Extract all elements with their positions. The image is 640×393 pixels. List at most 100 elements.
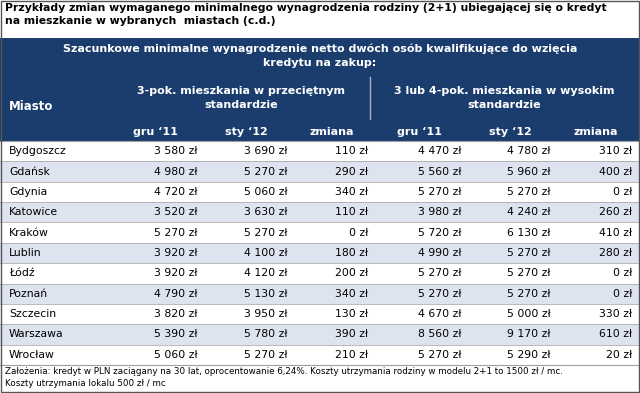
Text: 4 100 zł: 4 100 zł bbox=[244, 248, 287, 258]
Text: 5 270 zł: 5 270 zł bbox=[244, 167, 287, 176]
Text: 4 470 zł: 4 470 zł bbox=[418, 146, 461, 156]
Bar bbox=[0, 182, 640, 202]
Text: 5 270 zł: 5 270 zł bbox=[154, 228, 198, 238]
Text: gru ‘11: gru ‘11 bbox=[133, 127, 178, 137]
Text: 5 270 zł: 5 270 zł bbox=[244, 228, 287, 238]
Text: 280 zł: 280 zł bbox=[599, 248, 632, 258]
Text: Miasto: Miasto bbox=[9, 101, 53, 114]
Text: Poznań: Poznań bbox=[9, 289, 48, 299]
Bar bbox=[0, 304, 640, 324]
Text: Bydgoszcz: Bydgoszcz bbox=[9, 146, 67, 156]
Text: Lublin: Lublin bbox=[9, 248, 42, 258]
Text: 5 060 zł: 5 060 zł bbox=[154, 350, 198, 360]
Text: 5 060 zł: 5 060 zł bbox=[244, 187, 287, 197]
Text: 410 zł: 410 zł bbox=[599, 228, 632, 238]
Text: Założenia: kredyt w PLN zaciągany na 30 lat, oprocentowanie 6,24%. Koszty utrzym: Założenia: kredyt w PLN zaciągany na 30 … bbox=[5, 367, 563, 388]
Bar bbox=[0, 243, 640, 263]
Text: gru ‘11: gru ‘11 bbox=[397, 127, 442, 137]
Text: 5 780 zł: 5 780 zł bbox=[244, 329, 287, 340]
Bar bbox=[0, 345, 640, 365]
Text: Szczecin: Szczecin bbox=[9, 309, 56, 319]
Text: 5 270 zł: 5 270 zł bbox=[508, 289, 551, 299]
Text: 400 zł: 400 zł bbox=[599, 167, 632, 176]
Text: 3 lub 4-pok. mieszkania w wysokim
standardzie: 3 lub 4-pok. mieszkania w wysokim standa… bbox=[394, 86, 614, 110]
Text: 3 980 zł: 3 980 zł bbox=[418, 207, 461, 217]
Text: 5 960 zł: 5 960 zł bbox=[508, 167, 551, 176]
Text: 3 690 zł: 3 690 zł bbox=[244, 146, 287, 156]
Text: Wrocław: Wrocław bbox=[9, 350, 55, 360]
Text: 3 580 zł: 3 580 zł bbox=[154, 146, 198, 156]
Text: 5 270 zł: 5 270 zł bbox=[418, 289, 461, 299]
Text: Przykłady zmian wymaganego minimalnego wynagrodzenia rodziny (2+1) ubiegającej s: Przykłady zmian wymaganego minimalnego w… bbox=[5, 3, 607, 26]
Bar bbox=[0, 222, 640, 243]
Text: 260 zł: 260 zł bbox=[599, 207, 632, 217]
Text: 0 zł: 0 zł bbox=[612, 268, 632, 278]
Text: Szacunkowe minimalne wynagrodzenie netto dwóch osób kwalifikujące do wzięcia
kre: Szacunkowe minimalne wynagrodzenie netto… bbox=[63, 43, 577, 68]
Text: 110 zł: 110 zł bbox=[335, 146, 369, 156]
Text: 130 zł: 130 zł bbox=[335, 309, 369, 319]
Text: 5 720 zł: 5 720 zł bbox=[418, 228, 461, 238]
Text: sty ‘12: sty ‘12 bbox=[489, 127, 532, 137]
Bar bbox=[0, 0, 640, 38]
Text: 5 390 zł: 5 390 zł bbox=[154, 329, 198, 340]
Text: Gdańsk: Gdańsk bbox=[9, 167, 50, 176]
Text: 4 120 zł: 4 120 zł bbox=[244, 268, 287, 278]
Text: 4 240 zł: 4 240 zł bbox=[508, 207, 551, 217]
Text: 180 zł: 180 zł bbox=[335, 248, 369, 258]
Text: 4 990 zł: 4 990 zł bbox=[418, 248, 461, 258]
Bar bbox=[0, 202, 640, 222]
Text: 4 780 zł: 4 780 zł bbox=[508, 146, 551, 156]
Text: 3 920 zł: 3 920 zł bbox=[154, 268, 198, 278]
Text: 5 270 zł: 5 270 zł bbox=[418, 350, 461, 360]
Text: 4 980 zł: 4 980 zł bbox=[154, 167, 198, 176]
Text: 5 560 zł: 5 560 zł bbox=[418, 167, 461, 176]
Text: Gdynia: Gdynia bbox=[9, 187, 47, 197]
Text: 5 290 zł: 5 290 zł bbox=[508, 350, 551, 360]
Bar bbox=[0, 162, 640, 182]
Text: 340 zł: 340 zł bbox=[335, 289, 369, 299]
Text: 5 000 zł: 5 000 zł bbox=[507, 309, 551, 319]
Text: 20 zł: 20 zł bbox=[605, 350, 632, 360]
Text: 110 zł: 110 zł bbox=[335, 207, 369, 217]
Text: 5 270 zł: 5 270 zł bbox=[418, 187, 461, 197]
Text: 8 560 zł: 8 560 zł bbox=[418, 329, 461, 340]
Text: Kraków: Kraków bbox=[9, 228, 49, 238]
Bar bbox=[0, 324, 640, 345]
Text: 3 920 zł: 3 920 zł bbox=[154, 248, 198, 258]
Text: 5 270 zł: 5 270 zł bbox=[418, 268, 461, 278]
Text: 390 zł: 390 zł bbox=[335, 329, 369, 340]
Text: 3 630 zł: 3 630 zł bbox=[244, 207, 287, 217]
Text: 330 zł: 330 zł bbox=[599, 309, 632, 319]
Text: 3 950 zł: 3 950 zł bbox=[244, 309, 287, 319]
Text: 4 670 zł: 4 670 zł bbox=[418, 309, 461, 319]
Bar bbox=[0, 141, 640, 162]
Text: zmiana: zmiana bbox=[573, 127, 618, 137]
Bar bbox=[0, 38, 640, 141]
Text: 290 zł: 290 zł bbox=[335, 167, 369, 176]
Text: 0 zł: 0 zł bbox=[349, 228, 369, 238]
Text: 310 zł: 310 zł bbox=[599, 146, 632, 156]
Text: 4 790 zł: 4 790 zł bbox=[154, 289, 198, 299]
Text: sty ‘12: sty ‘12 bbox=[225, 127, 268, 137]
Text: 210 zł: 210 zł bbox=[335, 350, 369, 360]
Text: 5 270 zł: 5 270 zł bbox=[508, 268, 551, 278]
Bar bbox=[0, 263, 640, 283]
Text: 610 zł: 610 zł bbox=[599, 329, 632, 340]
Text: 3 820 zł: 3 820 zł bbox=[154, 309, 198, 319]
Text: Katowice: Katowice bbox=[9, 207, 58, 217]
Bar bbox=[0, 283, 640, 304]
Text: 0 zł: 0 zł bbox=[612, 289, 632, 299]
Text: 9 170 zł: 9 170 zł bbox=[508, 329, 551, 340]
Text: 3-pok. mieszkania w przeciętnym
standardzie: 3-pok. mieszkania w przeciętnym standard… bbox=[137, 86, 345, 110]
Text: 4 720 zł: 4 720 zł bbox=[154, 187, 198, 197]
Text: 6 130 zł: 6 130 zł bbox=[508, 228, 551, 238]
Text: Łódź: Łódź bbox=[9, 268, 35, 278]
Text: 5 130 zł: 5 130 zł bbox=[244, 289, 287, 299]
Text: 5 270 zł: 5 270 zł bbox=[508, 248, 551, 258]
Text: 200 zł: 200 zł bbox=[335, 268, 369, 278]
Text: 5 270 zł: 5 270 zł bbox=[508, 187, 551, 197]
Text: 3 520 zł: 3 520 zł bbox=[154, 207, 198, 217]
Text: Warszawa: Warszawa bbox=[9, 329, 63, 340]
Text: 340 zł: 340 zł bbox=[335, 187, 369, 197]
Text: zmiana: zmiana bbox=[310, 127, 354, 137]
